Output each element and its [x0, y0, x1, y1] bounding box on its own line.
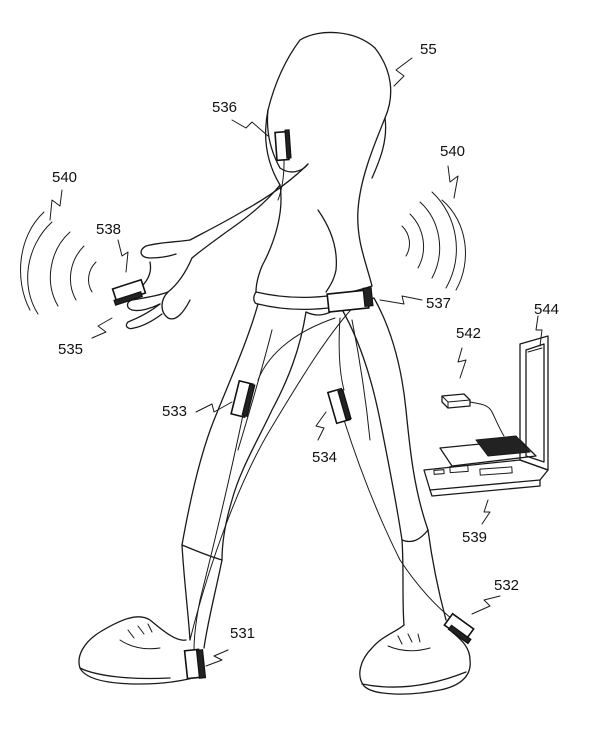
sensor-536-chest — [274, 129, 292, 162]
label-sensor-chest: 536 — [212, 99, 238, 116]
receiver-dongle — [441, 393, 505, 437]
label-sensor-finger: 535 — [58, 341, 84, 358]
label-wireless-left: 540 — [52, 169, 78, 186]
sensor-534-right-thigh — [326, 387, 352, 425]
wireless-waves-left — [20, 211, 97, 315]
label-sensor-left-shoe: 531 — [230, 625, 256, 642]
sensor-533-left-thigh — [230, 379, 256, 419]
label-computer: 539 — [462, 529, 488, 546]
label-sensor-belt: 537 — [426, 295, 452, 312]
label-person: 55 — [420, 41, 437, 58]
sensor-537-belt — [326, 286, 374, 313]
leader-lines — [49, 57, 543, 667]
label-sensor-left-thigh: 533 — [162, 403, 188, 420]
label-sensor-right-shoe: 532 — [494, 577, 520, 594]
laptop-keyboard — [475, 435, 531, 457]
sensor-538-wrist — [111, 278, 147, 306]
label-laptop-screen: 544 — [534, 301, 560, 318]
label-sensor-right-thigh: 534 — [312, 449, 338, 466]
laptop-computer — [423, 335, 549, 497]
person-outline — [125, 31, 447, 649]
label-sensor-wrist: 538 — [96, 221, 122, 238]
wireless-waves-right — [401, 191, 466, 291]
label-wireless-right: 540 — [440, 143, 466, 160]
label-receiver-dongle: 542 — [456, 325, 482, 342]
right-shoe — [359, 624, 471, 695]
sensor-532-right-ankle — [443, 612, 475, 645]
sensor-531-left-ankle — [183, 648, 207, 680]
left-shoe — [78, 616, 201, 685]
